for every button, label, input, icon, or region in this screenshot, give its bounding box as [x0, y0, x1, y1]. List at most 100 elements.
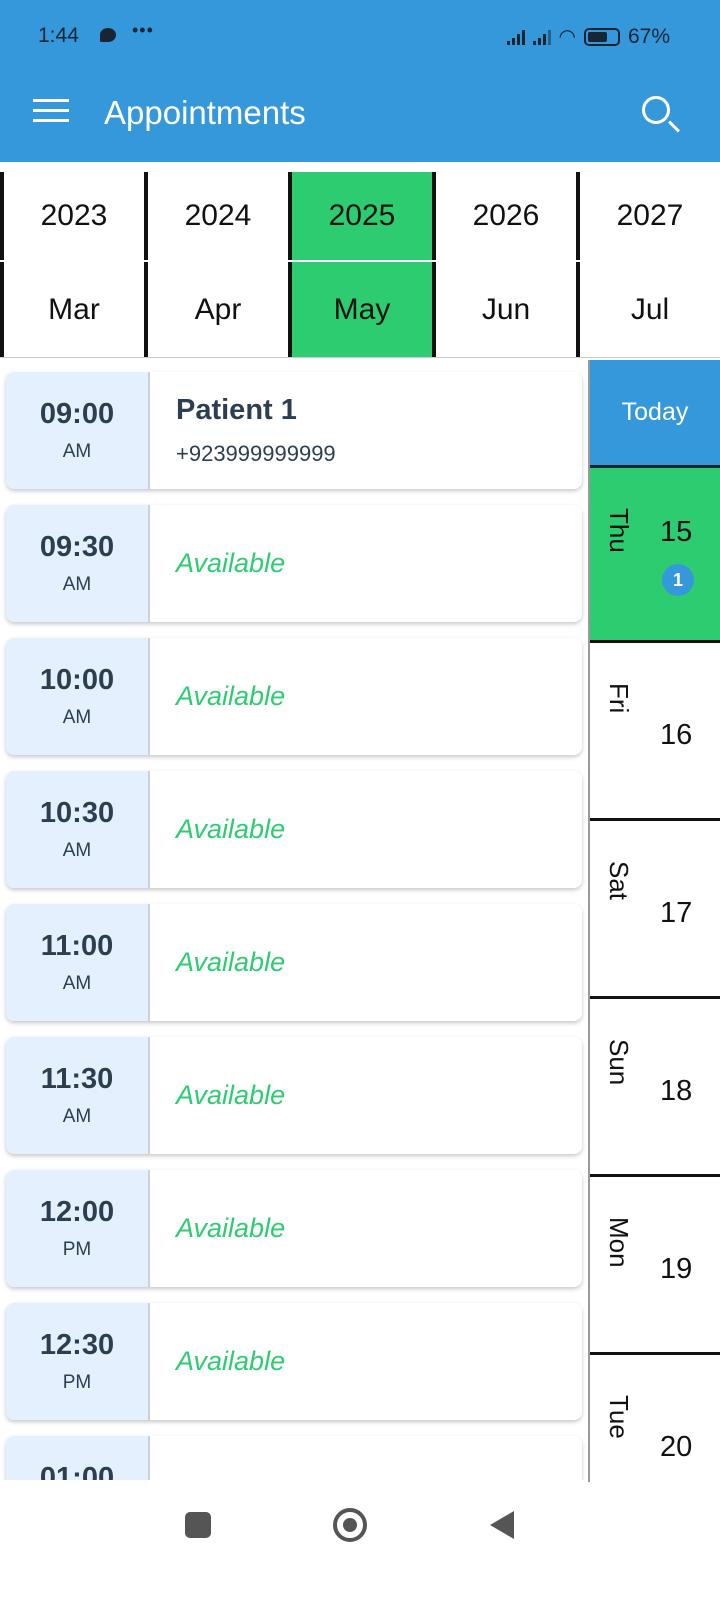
signal-icon: [506, 29, 525, 45]
slot-info: Available: [150, 771, 285, 888]
year-tab[interactable]: 2023: [0, 172, 144, 260]
appointment-slot[interactable]: 11:30 AM Available: [6, 1037, 582, 1154]
slot-time: 10:00 AM: [6, 638, 150, 755]
availability-status: Available: [176, 681, 286, 711]
patient-phone: +923999999999: [176, 441, 336, 466]
day-date: 18: [660, 1075, 693, 1107]
back-button[interactable]: [490, 1511, 514, 1539]
page-title: Appointments: [104, 94, 306, 131]
battery-icon: [583, 27, 620, 46]
slot-time: 12:00 PM: [6, 1170, 150, 1287]
time-label: 12:30: [39, 1329, 115, 1361]
ampm-label: AM: [62, 574, 92, 595]
day-date: 16: [660, 719, 693, 751]
availability-status: Available: [176, 947, 286, 977]
month-tab[interactable]: Jul: [576, 262, 720, 357]
availability-status: Available: [176, 1346, 286, 1376]
availability-status: Available: [176, 548, 286, 578]
day-name: Tue: [604, 1395, 634, 1439]
slot-info: Available: [150, 1303, 285, 1420]
time-label: 12:00: [39, 1196, 115, 1228]
year-selector: 2023 2024 2025 2026 2027: [0, 172, 720, 260]
ampm-label: AM: [62, 840, 92, 861]
month-tab[interactable]: Jun: [432, 262, 576, 357]
availability-status: Available: [176, 1213, 286, 1243]
ampm-label: AM: [62, 441, 92, 462]
appointment-slot[interactable]: 12:30 PM Available: [6, 1303, 582, 1420]
appointment-slot[interactable]: 09:30 AM Available: [6, 505, 582, 622]
appointment-slot[interactable]: 10:00 AM Available: [6, 638, 582, 755]
wifi-icon: ◠: [558, 26, 576, 48]
today-button[interactable]: Today: [590, 360, 720, 468]
day-item[interactable]: Sun 18: [590, 999, 720, 1177]
slot-time: 11:30 AM: [6, 1037, 150, 1154]
appointment-list[interactable]: 09:00 AM Patient 1 +923999999999 09:30 AM Avai…: [0, 360, 588, 1480]
appointment-count-badge: 1: [662, 564, 694, 596]
ampm-label: PM: [62, 1372, 92, 1393]
day-selector[interactable]: Today Thu 15 1 Fri 16 Sat 17 Sun 18 Mon 19 Tue 20: [588, 360, 720, 1482]
year-tab[interactable]: 2025: [288, 172, 432, 260]
time-label: 10:00: [39, 664, 115, 696]
day-item[interactable]: Tue 20: [590, 1355, 720, 1482]
day-name: Thu: [604, 508, 634, 553]
menu-icon[interactable]: [33, 99, 69, 123]
year-tab[interactable]: 2027: [576, 172, 720, 260]
slot-info: Available: [150, 1170, 285, 1287]
appointment-slot[interactable]: 10:30 AM Available: [6, 771, 582, 888]
day-name: Fri: [604, 683, 634, 714]
availability-status: Available: [176, 814, 286, 844]
time-label: 09:00: [39, 398, 115, 430]
slot-info: Available: [150, 638, 285, 755]
month-selector: Mar Apr May Jun Jul: [0, 262, 720, 358]
time-label: 11:00: [40, 930, 114, 962]
day-name: Sat: [604, 861, 634, 901]
year-tab[interactable]: 2024: [144, 172, 288, 260]
day-name: Sun: [604, 1039, 634, 1086]
ampm-label: AM: [62, 973, 92, 994]
slot-info: Available: [150, 904, 285, 1021]
more-notifications-icon: •••: [132, 20, 154, 40]
slot-time: 11:00 AM: [6, 904, 150, 1021]
battery-percent: 67%: [627, 24, 670, 48]
appointment-slot[interactable]: 12:00 PM Available: [6, 1170, 582, 1287]
appointment-slot[interactable]: 11:00 AM Available: [6, 904, 582, 1021]
search-icon[interactable]: [642, 96, 670, 124]
day-date: 17: [660, 897, 693, 929]
slot-time: 10:30 AM: [6, 771, 150, 888]
ampm-label: AM: [62, 707, 92, 728]
time-label: 11:30: [40, 1063, 114, 1095]
availability-status: Available: [176, 1080, 286, 1110]
day-date: 15: [660, 516, 693, 548]
appointment-slot[interactable]: 09:00 AM Patient 1 +923999999999: [6, 372, 582, 489]
ampm-label: AM: [62, 1106, 92, 1127]
day-item[interactable]: Fri 16: [590, 643, 720, 821]
day-item[interactable]: Mon 19: [590, 1177, 720, 1355]
day-date: 20: [660, 1431, 693, 1463]
patient-name: Patient 1: [176, 394, 297, 426]
home-button[interactable]: [333, 1508, 367, 1542]
status-time: 1:44: [38, 24, 79, 47]
recents-button[interactable]: [185, 1512, 211, 1538]
slot-info: Patient 1 +923999999999: [150, 372, 336, 489]
month-tab[interactable]: Apr: [144, 262, 288, 357]
slot-info: Available: [150, 505, 285, 622]
day-item[interactable]: Sat 17: [590, 821, 720, 999]
ampm-label: PM: [62, 1239, 92, 1260]
day-name: Mon: [604, 1217, 634, 1268]
slot-info: Available: [150, 1037, 285, 1154]
system-nav-bar: [0, 1482, 720, 1600]
day-date: 19: [660, 1253, 693, 1285]
slot-time: 12:30 PM: [6, 1303, 150, 1420]
time-label: 01:00: [39, 1462, 115, 1480]
signal-icon-2: [532, 29, 551, 45]
day-item[interactable]: Thu 15 1: [590, 468, 720, 643]
slot-time: 09:30 AM: [6, 505, 150, 622]
time-label: 10:30: [39, 797, 115, 829]
slot-info: [150, 1436, 176, 1480]
month-tab[interactable]: May: [288, 262, 432, 357]
month-tab[interactable]: Mar: [0, 262, 144, 357]
slot-time: 09:00 AM: [6, 372, 150, 489]
year-tab[interactable]: 2026: [432, 172, 576, 260]
